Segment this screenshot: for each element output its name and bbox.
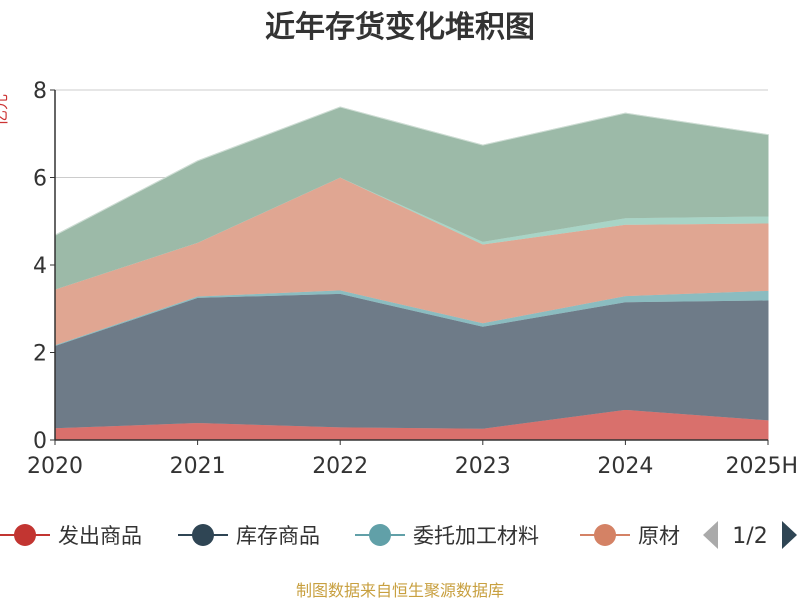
- data-source-note: 制图数据来自恒生聚源数据库: [296, 581, 504, 600]
- y-tick-label: 2: [33, 342, 47, 367]
- area-series-6-edge: [54, 106, 769, 236]
- x-tick-label: 2025H: [725, 454, 798, 479]
- legend-label: 库存商品: [236, 524, 320, 548]
- legend-label: 原材: [638, 524, 680, 548]
- legend-circle-marker: [14, 524, 36, 546]
- y-tick-label: 6: [33, 167, 47, 192]
- legend-label: 委托加工材料: [413, 524, 539, 548]
- area-series-2: [54, 292, 769, 429]
- legend-circle-marker: [369, 524, 391, 546]
- legend-page-indicator: 1/2: [732, 524, 767, 549]
- y-axis-label: 亿元: [0, 94, 10, 126]
- legend-next-page-icon[interactable]: [782, 521, 797, 549]
- x-tick-label: 2023: [455, 454, 511, 479]
- x-tick-label: 2020: [27, 454, 83, 479]
- legend-prev-page-icon[interactable]: [703, 521, 718, 549]
- legend-circle-marker: [192, 524, 214, 546]
- x-tick-label: 2021: [170, 454, 226, 479]
- x-tick-label: 2022: [312, 454, 368, 479]
- legend-circle-marker: [594, 524, 616, 546]
- legend-item[interactable]: 原材: [580, 524, 680, 548]
- y-tick-label: 8: [33, 79, 47, 104]
- legend-item[interactable]: 委托加工材料: [355, 524, 539, 548]
- legend-label: 发出商品: [58, 524, 142, 548]
- y-tick-label: 0: [33, 429, 47, 454]
- x-tick-label: 2024: [597, 454, 653, 479]
- legend-item[interactable]: 发出商品: [0, 524, 142, 548]
- legend-item[interactable]: 库存商品: [178, 524, 320, 548]
- y-tick-label: 4: [33, 254, 47, 279]
- chart-title: 近年存货变化堆积图: [265, 10, 535, 45]
